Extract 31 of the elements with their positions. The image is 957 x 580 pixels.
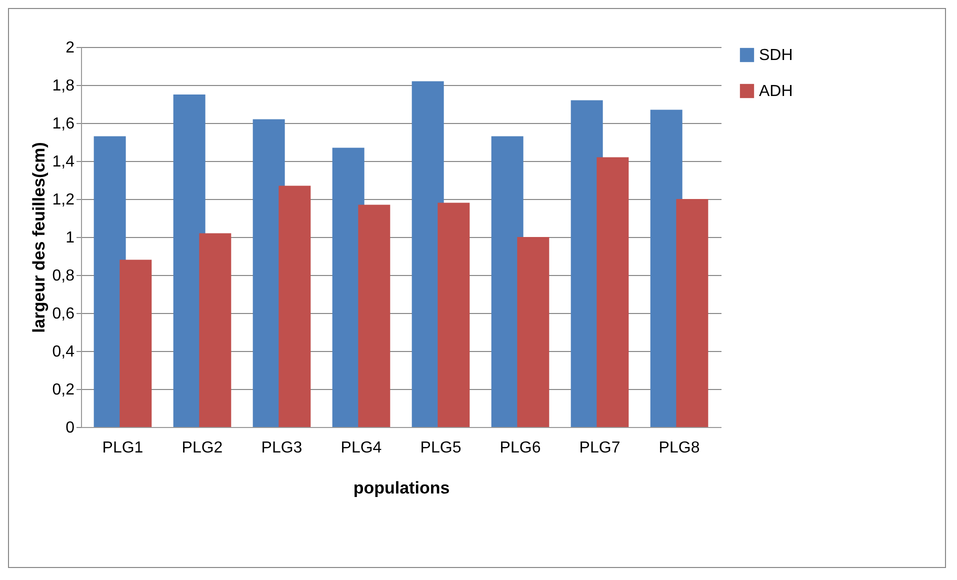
- y-tick-label: 1,4: [52, 154, 75, 170]
- y-tick-label: 2: [66, 40, 75, 56]
- bar: [199, 233, 232, 427]
- y-tick-label: 1,8: [52, 78, 75, 94]
- x-tick-label: PLG4: [340, 440, 382, 456]
- bar: [120, 260, 152, 427]
- x-tick-label: PLG2: [182, 440, 223, 456]
- y-tick-label: 1,6: [52, 116, 75, 132]
- bar: [358, 204, 390, 427]
- y-tick-label: 0,2: [52, 382, 75, 398]
- bar: [517, 237, 550, 427]
- x-axis-title: populations: [353, 478, 450, 498]
- y-tick-label: 0,4: [52, 344, 75, 360]
- x-tick-label: PLG8: [658, 440, 700, 456]
- x-tick-label: PLG7: [579, 440, 620, 456]
- x-tick-label: PLG3: [261, 440, 302, 456]
- x-tick-label: PLG5: [420, 440, 462, 456]
- y-tick-label: 0: [66, 420, 75, 436]
- y-tick-label: 1,2: [52, 192, 75, 208]
- bar: [278, 186, 311, 427]
- bar: [438, 202, 470, 427]
- legend-label: SDH: [759, 47, 793, 64]
- y-axis-title: largeur des feuilles(cm): [29, 142, 48, 333]
- y-tick-label: 0,6: [52, 306, 75, 322]
- y-tick-label: 0,8: [52, 268, 75, 284]
- x-tick-label: PLG1: [102, 440, 144, 456]
- legend-label: ADH: [759, 83, 793, 100]
- bar: [676, 199, 708, 427]
- x-tick-label: PLG6: [500, 440, 541, 456]
- y-tick-label: 1: [66, 230, 75, 246]
- bar: [596, 157, 629, 427]
